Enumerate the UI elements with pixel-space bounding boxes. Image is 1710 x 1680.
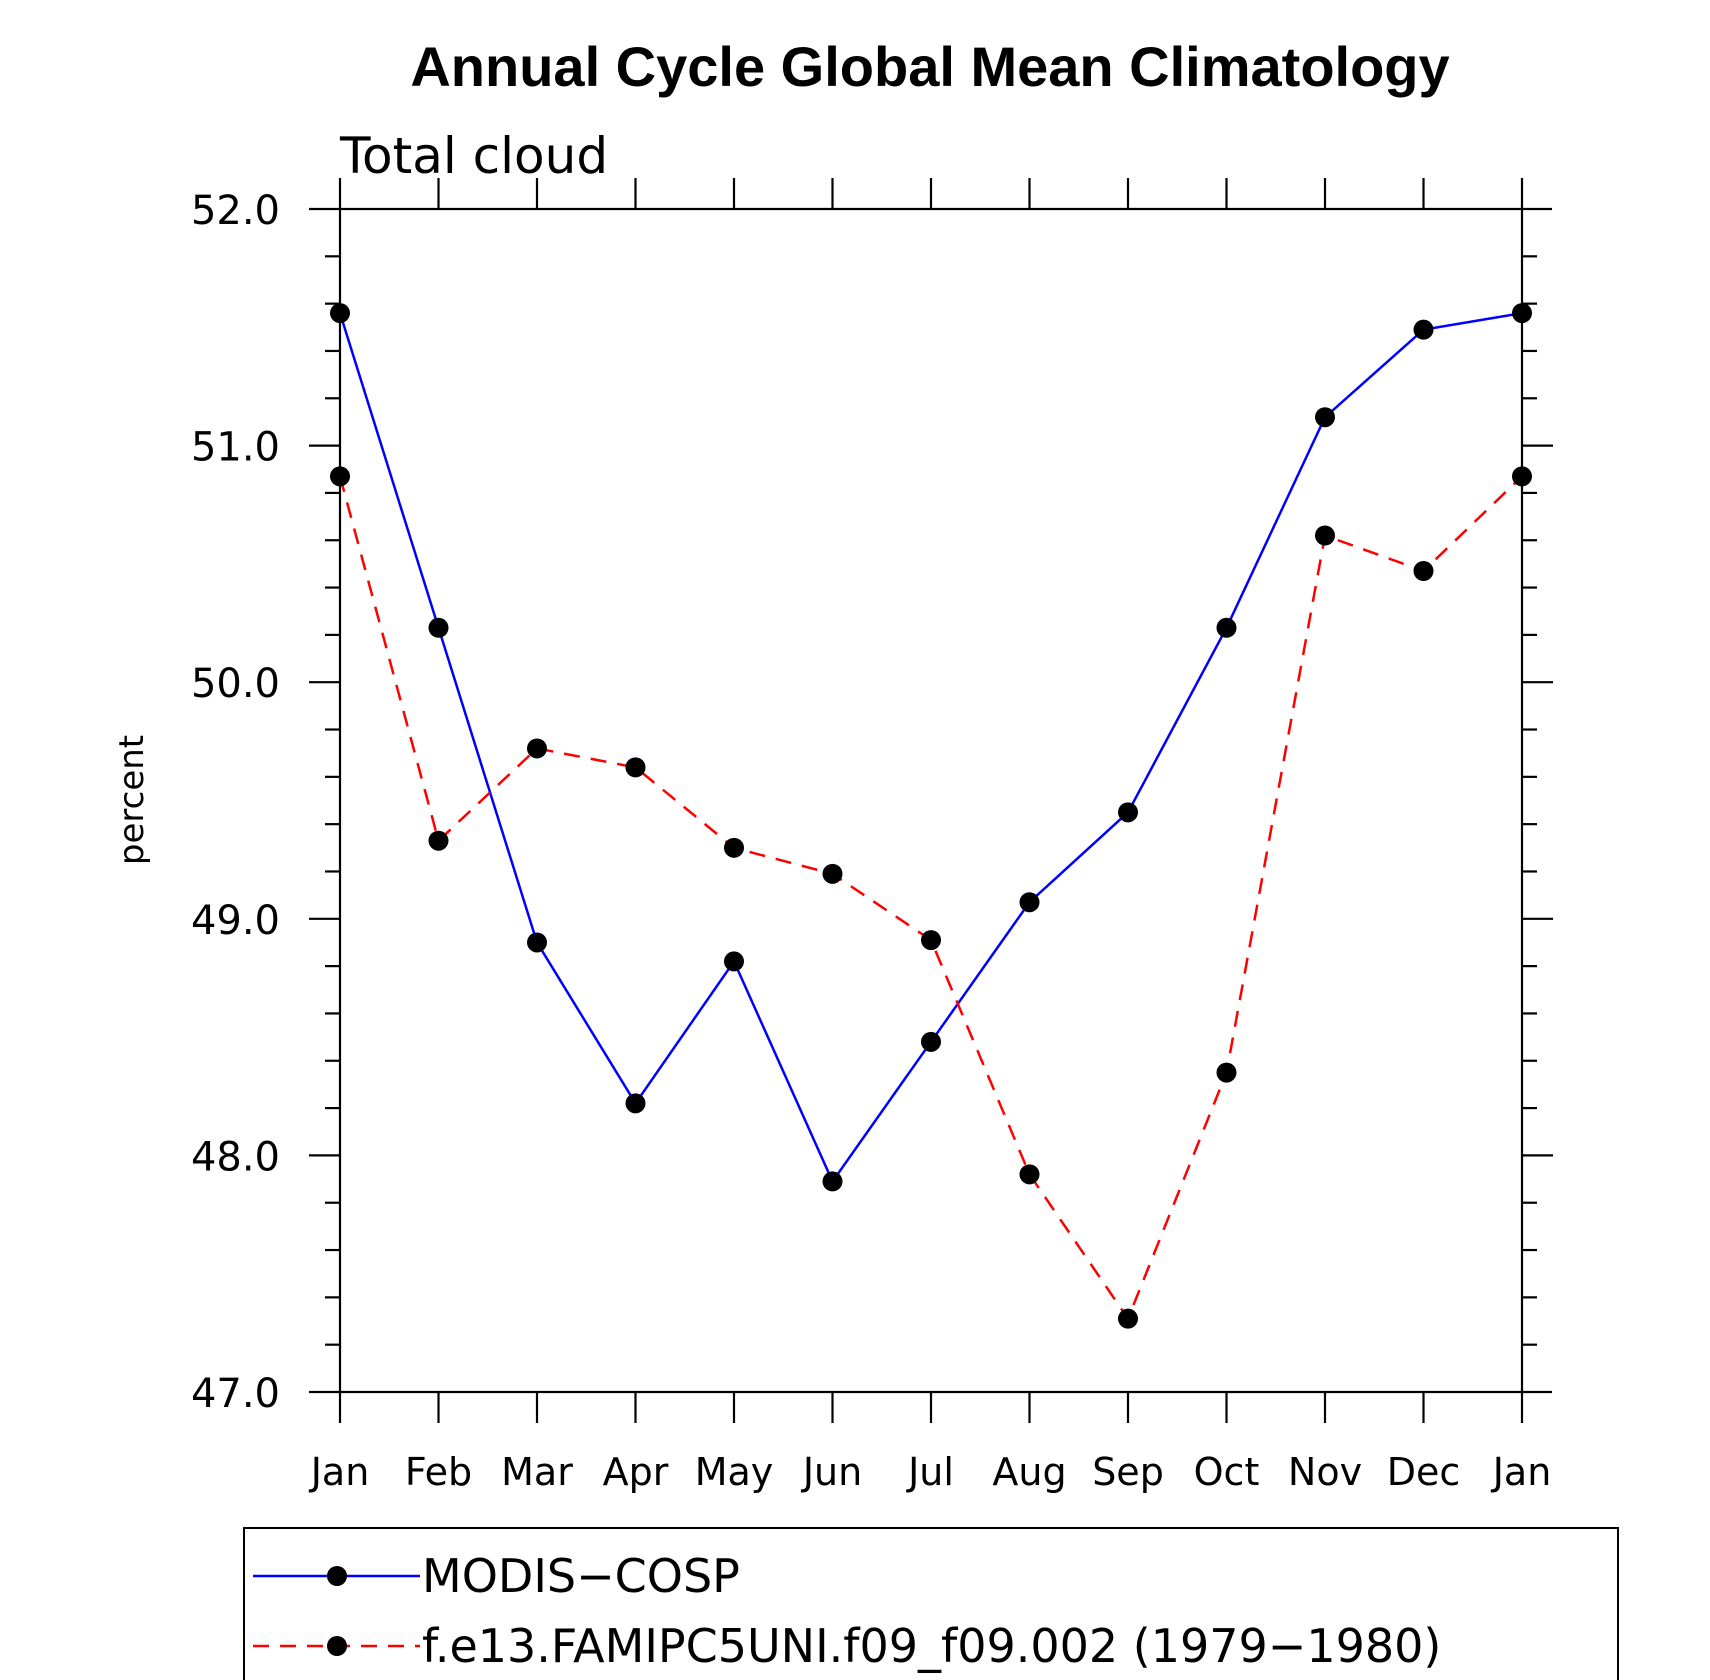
y-tick-label: 50.0 xyxy=(191,661,280,707)
series-0-point xyxy=(1315,407,1335,428)
x-tick-label: Jan xyxy=(309,1450,370,1494)
series-0-point xyxy=(822,1171,843,1192)
series-0-point xyxy=(921,1031,941,1052)
y-tick-label: 51.0 xyxy=(191,425,280,471)
x-tick-label: May xyxy=(695,1450,774,1494)
series-0-point xyxy=(428,617,449,638)
series-1-point xyxy=(1019,1164,1040,1185)
x-tick-label: Oct xyxy=(1194,1450,1260,1494)
series-1-point xyxy=(1315,525,1335,546)
legend-box xyxy=(243,1527,1619,1680)
series-1-point xyxy=(921,930,941,951)
y-tick-label: 52.0 xyxy=(191,188,280,234)
series-1-point xyxy=(1413,560,1434,581)
legend-label-0: MODIS−COSP xyxy=(422,1549,740,1603)
chart-subtitle: Total cloud xyxy=(339,127,608,185)
series-line-1 xyxy=(338,475,1523,1322)
x-tick-label: Jun xyxy=(801,1450,862,1494)
series-0-point xyxy=(1019,892,1040,913)
series-0-point xyxy=(724,951,744,972)
legend-marker-0 xyxy=(327,1566,347,1586)
series-0-point xyxy=(527,932,547,953)
x-tick-labels: Jan Feb Mar Apr May Jun Jul Aug Sep Oct Nov Dec Jan xyxy=(309,1450,1552,1494)
chart-title: Annual Cycle Global Mean Climatology xyxy=(410,35,1449,98)
series-1-point xyxy=(1118,1308,1138,1329)
x-tick-label: Sep xyxy=(1092,1450,1164,1494)
series-layer xyxy=(330,303,1532,1329)
x-tick-label: Nov xyxy=(1288,1450,1362,1494)
series-1-point xyxy=(428,830,449,851)
series-0-point xyxy=(330,303,350,324)
series-1-point xyxy=(527,738,547,759)
series-1-point xyxy=(625,757,646,778)
x-tick-label: Mar xyxy=(501,1450,573,1494)
series-0-point xyxy=(1512,303,1532,324)
series-1-point xyxy=(330,466,350,487)
series-1-point xyxy=(1216,1062,1237,1083)
x-tick-label: Feb xyxy=(405,1450,472,1494)
x-tick-label: Dec xyxy=(1387,1450,1461,1494)
y-axis-label: percent xyxy=(112,735,152,865)
axes xyxy=(309,178,1553,1423)
legend: MODIS−COSP f.e13.FAMIPC5UNI.f09_f09.002 … xyxy=(243,1527,1619,1680)
series-1-point xyxy=(822,863,843,884)
series-1-point xyxy=(724,837,744,858)
series-0-point xyxy=(1413,319,1434,340)
series-0-point xyxy=(1216,617,1237,638)
legend-label-1: f.e13.FAMIPC5UNI.f09_f09.002 (1979−1980) xyxy=(422,1619,1441,1673)
series-0-point xyxy=(1118,802,1138,823)
series-0-point xyxy=(625,1093,646,1114)
series-1-point xyxy=(1512,466,1532,487)
y-tick-labels: 47.0 48.0 49.0 50.0 51.0 52.0 xyxy=(191,188,280,1417)
x-tick-label: Apr xyxy=(603,1450,669,1494)
y-tick-label: 49.0 xyxy=(191,898,280,944)
x-tick-label: Aug xyxy=(992,1450,1066,1494)
legend-marker-1 xyxy=(327,1636,347,1656)
x-tick-label: Jan xyxy=(1491,1450,1552,1494)
y-tick-label: 47.0 xyxy=(191,1371,280,1417)
x-tick-label: Jul xyxy=(906,1450,954,1494)
y-tick-label: 48.0 xyxy=(191,1134,280,1180)
